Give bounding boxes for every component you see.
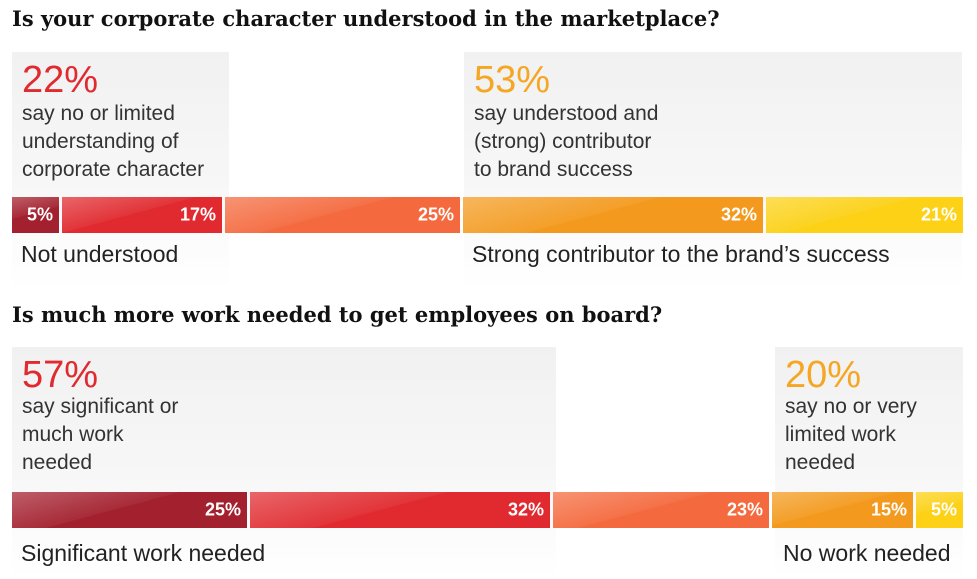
bar-value-label: 32% xyxy=(720,204,757,225)
summary-line: limited work xyxy=(785,423,896,446)
chart-1-title: Is your corporate character understood i… xyxy=(12,6,720,31)
chart-2-summary-left-text: say significant or much work needed xyxy=(22,393,178,477)
chart-2-segment-no-work: 5% xyxy=(916,492,963,528)
chart-1-segment-not-understood: 17% xyxy=(62,197,222,233)
chart-2-segment-much-work: 32% xyxy=(250,492,550,528)
chart-2-summary-left-pct: 57% xyxy=(22,354,99,396)
bar-value-label: 21% xyxy=(920,204,957,225)
chart-2-summary-right-pct: 20% xyxy=(785,354,862,396)
summary-line: say understood and xyxy=(474,102,659,125)
chart-1-summary-right-pct: 53% xyxy=(474,59,551,101)
summary-line: say no or limited xyxy=(22,102,175,125)
chart-1-summary-left: 22% say no or limited understanding of c… xyxy=(12,52,229,290)
bar-value-label: 5% xyxy=(26,204,53,225)
summary-line: much work xyxy=(22,423,124,446)
bar-value-label: 17% xyxy=(179,204,216,225)
chart-1-segment-middle: 25% xyxy=(225,197,460,233)
chart-2-segment-limited-work: 15% xyxy=(772,492,913,528)
chart-2-summary-right: 20% say no or very limited work needed xyxy=(775,347,963,579)
summary-line: needed xyxy=(22,451,93,474)
bar-value-label: 23% xyxy=(726,499,763,520)
chart-2-end-label-right: No work needed xyxy=(783,540,951,566)
chart-1-segment-contributor: 32% xyxy=(463,197,763,233)
bar-value-label: 25% xyxy=(417,204,454,225)
bar-value-label: 5% xyxy=(930,499,957,520)
chart-1-end-label-left: Not understood xyxy=(21,241,179,267)
summary-line: say significant or xyxy=(22,395,179,418)
chart-1-summary-right: 53% say understood and (strong) contribu… xyxy=(464,52,962,290)
summary-line: say no or very xyxy=(785,395,917,418)
bar-value-label: 32% xyxy=(507,499,544,520)
chart-2-segment-middle: 23% xyxy=(553,492,769,528)
chart-1-summary-right-text: say understood and (strong) contributor … xyxy=(474,100,658,184)
chart-1-summary-left-text: say no or limited understanding of corpo… xyxy=(22,100,204,184)
chart-2-end-label-left: Significant work needed xyxy=(21,540,266,566)
chart-1-summary-left-pct: 22% xyxy=(22,59,99,101)
chart-1-segment-not-understood-dark: 5% xyxy=(12,197,59,233)
chart-1-segment-strong-contributor: 21% xyxy=(766,197,963,233)
chart-2-summary-left: 57% say significant or much work needed xyxy=(12,347,556,579)
summary-line: (strong) contributor xyxy=(474,130,652,153)
summary-line: corporate character xyxy=(22,158,205,181)
bar-value-label: 15% xyxy=(870,499,907,520)
summary-line: needed xyxy=(785,451,856,474)
chart-2-summary-right-text: say no or very limited work needed xyxy=(785,393,917,477)
chart-2-segment-significant-dark: 25% xyxy=(12,492,247,528)
bar-value-label: 25% xyxy=(204,499,241,520)
summary-line: understanding of xyxy=(22,130,179,153)
chart-1-end-label-right: Strong contributor to the brand’s succes… xyxy=(472,241,890,267)
summary-line: to brand success xyxy=(474,158,633,181)
chart-2-title: Is much more work needed to get employee… xyxy=(12,302,663,327)
